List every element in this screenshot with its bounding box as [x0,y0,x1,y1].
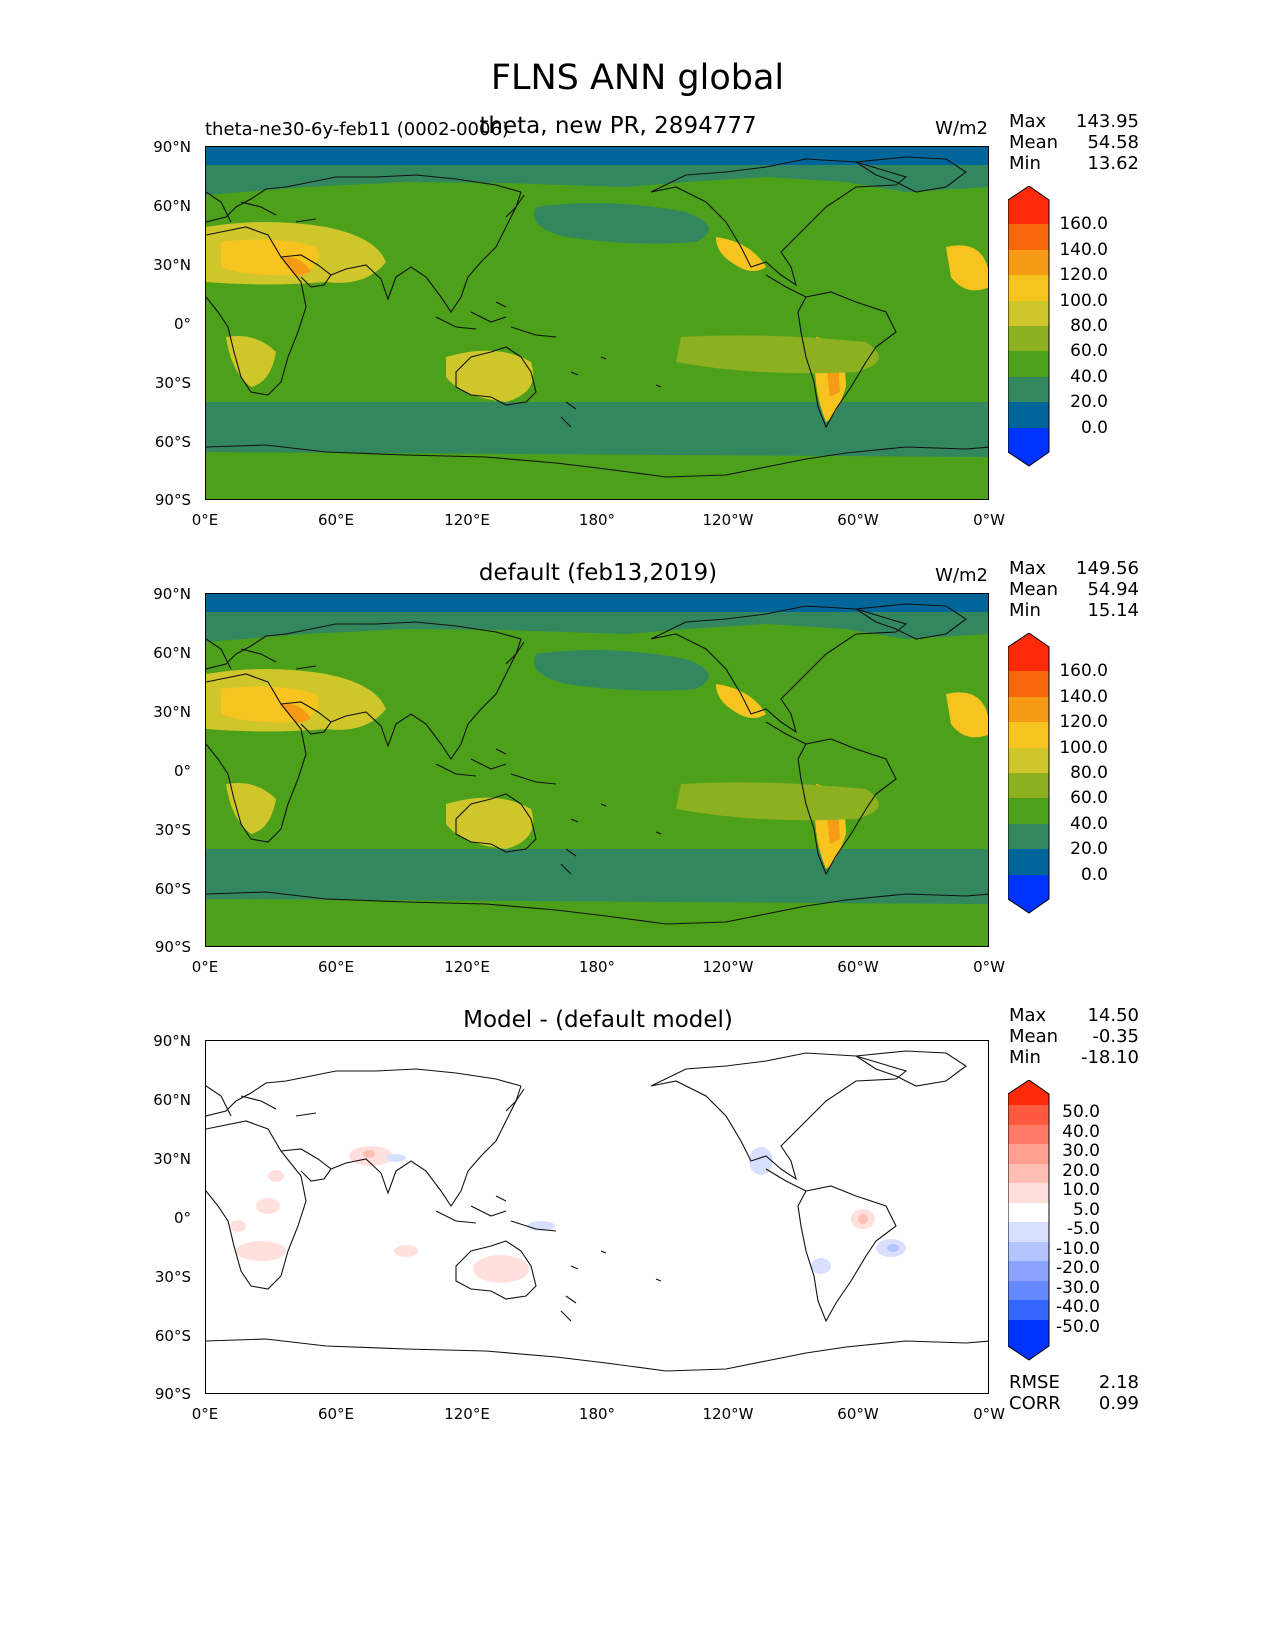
cb-label: 120.0 [1059,265,1108,285]
y-tick: 30°S [154,821,191,839]
stat-mean: Mean -0.35 [1009,1026,1139,1047]
panel-title: default (feb13,2019) [478,560,718,586]
cb-label: 160.0 [1059,214,1108,234]
panel-title: Model - (default model) [463,1007,733,1033]
run-label: theta-ne30-6y-feb11 (0002-0006) [205,119,509,140]
x-tick: 0°E [191,1405,219,1423]
x-tick: 180° [578,1405,616,1423]
y-tick: 90°S [154,938,191,956]
cb-label: -50.0 [1056,1317,1100,1337]
cb-label: 20.0 [1070,839,1108,859]
metric-corr: CORR 0.99 [1009,1393,1139,1414]
cb-label: -30.0 [1056,1278,1100,1298]
colorbar [1008,1080,1050,1362]
x-tick: 60°W [837,958,879,976]
y-tick: 30°N [153,256,191,274]
map-plot [205,593,989,947]
x-tick: 120°W [702,1405,754,1423]
stat-min: Min 13.62 [1009,153,1139,174]
cb-label: 80.0 [1070,316,1108,336]
cb-label: 100.0 [1059,291,1108,311]
x-tick: 60°W [837,511,879,529]
y-tick: 90°N [153,138,191,156]
x-tick: 60°W [837,1405,879,1423]
y-tick: 30°S [154,1268,191,1286]
stat-mean: Mean 54.94 [1009,579,1139,600]
cb-label: 60.0 [1070,788,1108,808]
stat-mean: Mean 54.58 [1009,132,1139,153]
cb-label: 160.0 [1059,661,1108,681]
x-tick: 180° [578,511,616,529]
cb-label: 50.0 [1062,1102,1100,1122]
x-tick: 0°W [973,1405,1005,1423]
x-tick: 60°E [317,511,355,529]
cb-label: 140.0 [1059,240,1108,260]
cb-label: -10.0 [1056,1239,1100,1259]
cb-label: 5.0 [1072,1200,1100,1220]
y-tick: 0° [173,762,191,780]
y-tick: 0° [173,1209,191,1227]
y-tick: 60°N [153,1091,191,1109]
cb-label: 100.0 [1059,738,1108,758]
y-tick: 0° [173,315,191,333]
x-tick: 0°W [973,511,1005,529]
colorbar [1008,633,1050,915]
y-tick: 90°S [154,491,191,509]
x-tick: 180° [578,958,616,976]
cb-label: 80.0 [1070,763,1108,783]
units-label: W/m2 [935,118,988,139]
stat-max: Max 149.56 [1009,558,1139,579]
map-plot [205,146,989,500]
cb-label: 120.0 [1059,712,1108,732]
x-tick: 120°W [702,958,754,976]
cb-label: 60.0 [1070,341,1108,361]
cb-label: 10.0 [1062,1180,1100,1200]
map-plot [205,1040,989,1394]
metric-rmse: RMSE 2.18 [1009,1372,1139,1393]
y-tick: 60°S [154,1327,191,1345]
units-label: W/m2 [935,565,988,586]
figure-title: FLNS ANN global [490,58,785,98]
cb-label: -40.0 [1056,1297,1100,1317]
y-tick: 30°N [153,1150,191,1168]
stat-min: Min -18.10 [1009,1047,1139,1068]
cb-label: -5.0 [1066,1219,1100,1239]
y-tick: 30°S [154,374,191,392]
panel-title: theta, new PR, 2894777 [479,113,757,139]
x-tick: 0°E [191,958,219,976]
x-tick: 120°E [444,1405,490,1423]
cb-label: 30.0 [1062,1141,1100,1161]
cb-label: 0.0 [1080,865,1108,885]
colorbar [1008,186,1050,468]
y-tick: 60°N [153,197,191,215]
y-tick: 90°S [154,1385,191,1403]
x-tick: 120°E [444,958,490,976]
cb-label: 40.0 [1070,367,1108,387]
y-tick: 60°S [154,433,191,451]
y-tick: 60°S [154,880,191,898]
cb-label: -20.0 [1056,1258,1100,1278]
y-tick: 90°N [153,585,191,603]
stat-max: Max 14.50 [1009,1005,1139,1026]
cb-label: 140.0 [1059,687,1108,707]
x-tick: 60°E [317,958,355,976]
cb-label: 20.0 [1070,392,1108,412]
x-tick: 0°W [973,958,1005,976]
x-tick: 120°E [444,511,490,529]
cb-label: 40.0 [1070,814,1108,834]
y-tick: 30°N [153,703,191,721]
x-tick: 0°E [191,511,219,529]
stat-max: Max 143.95 [1009,111,1139,132]
x-tick: 60°E [317,1405,355,1423]
cb-label: 0.0 [1080,418,1108,438]
y-tick: 90°N [153,1032,191,1050]
x-tick: 120°W [702,511,754,529]
cb-label: 20.0 [1062,1161,1100,1181]
y-tick: 60°N [153,644,191,662]
cb-label: 40.0 [1062,1122,1100,1142]
stat-min: Min 15.14 [1009,600,1139,621]
